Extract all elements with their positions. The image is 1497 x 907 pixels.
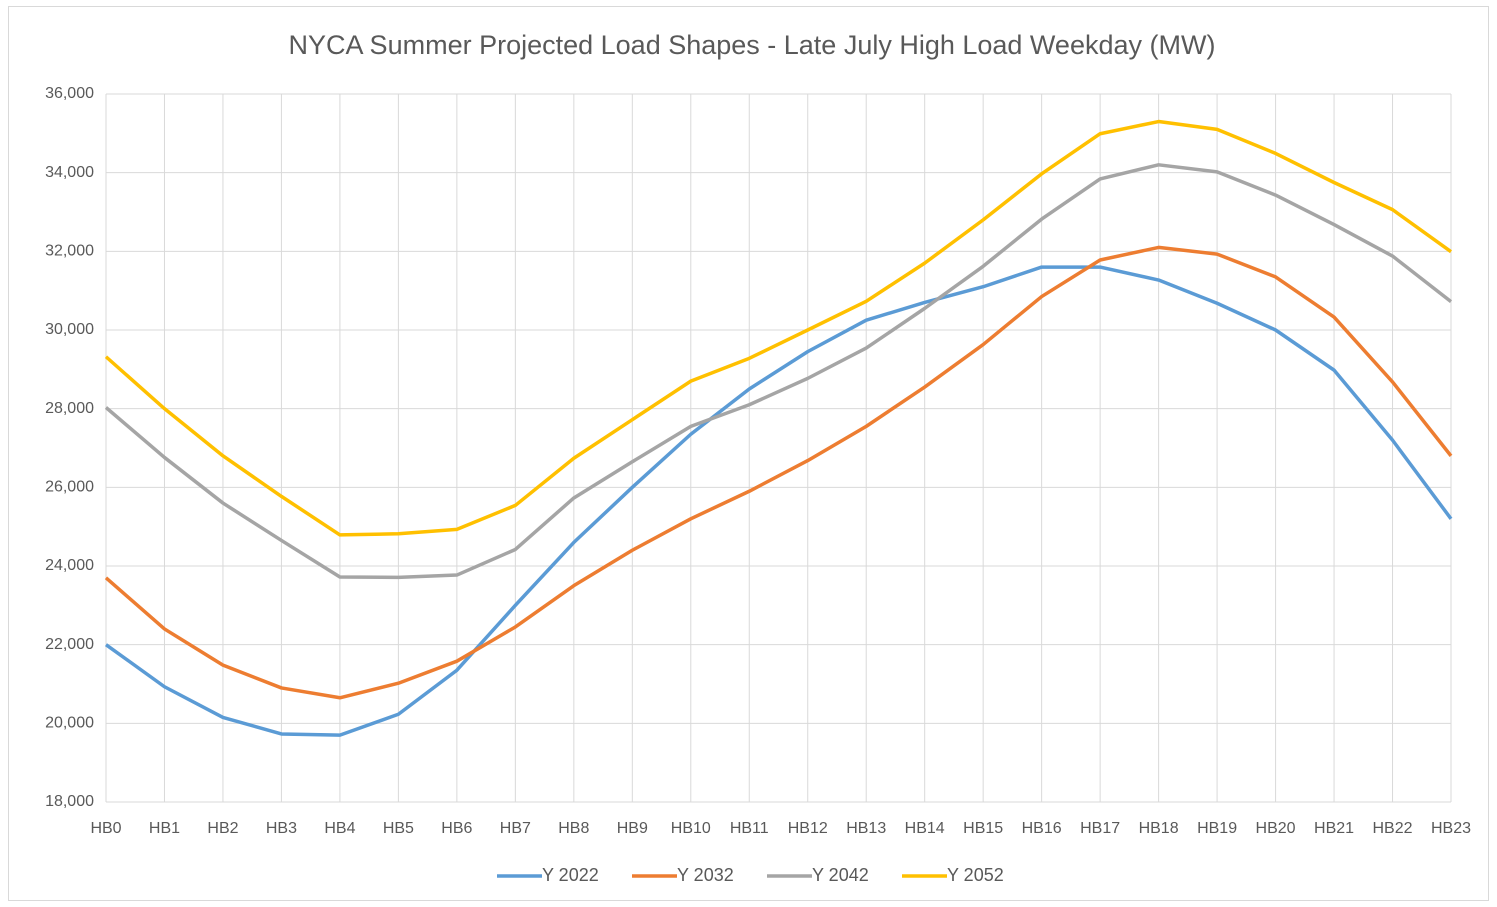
y-tick-label: 20,000 — [45, 715, 94, 732]
legend-label: Y 2032 — [677, 865, 734, 885]
x-tick-label: HB9 — [617, 820, 648, 837]
line-series — [104, 119, 1453, 537]
x-tick-label: HB16 — [1022, 820, 1062, 837]
x-tick-label: HB19 — [1197, 820, 1237, 837]
x-tick-label: HB15 — [963, 820, 1003, 837]
x-tick-label: HB21 — [1314, 820, 1354, 837]
x-tick-label: HB1 — [149, 820, 180, 837]
x-tick-label: HB7 — [500, 820, 531, 837]
x-tick-label: HB11 — [730, 820, 769, 837]
x-tick-label: HB18 — [1139, 820, 1179, 837]
x-tick-label: HB0 — [90, 820, 121, 837]
x-tick-label: HB17 — [1080, 820, 1120, 837]
y-tick-label: 24,000 — [45, 557, 94, 574]
line-series — [104, 265, 1453, 737]
line-series — [104, 163, 1453, 580]
x-tick-label: HB22 — [1373, 820, 1413, 837]
x-tick-label: HB8 — [558, 820, 589, 837]
x-tick-label: HB6 — [441, 820, 472, 837]
x-tick-label: HB12 — [788, 820, 828, 837]
line-series — [104, 245, 1453, 700]
chart-title: NYCA Summer Projected Load Shapes - Late… — [289, 30, 1216, 60]
legend-label: Y 2042 — [812, 865, 869, 885]
legend-label: Y 2022 — [542, 865, 599, 885]
chart-border — [8, 6, 1489, 901]
x-tick-label: HB23 — [1431, 820, 1471, 837]
y-tick-label: 30,000 — [45, 321, 94, 338]
x-tick-label: HB14 — [905, 820, 945, 837]
x-tick-label: HB10 — [671, 820, 711, 837]
y-tick-label: 18,000 — [45, 793, 94, 810]
y-tick-label: 26,000 — [45, 479, 94, 496]
y-tick-label: 32,000 — [45, 243, 94, 260]
x-tick-label: HB20 — [1256, 820, 1296, 837]
y-tick-label: 22,000 — [45, 636, 94, 653]
y-tick-label: 28,000 — [45, 400, 94, 417]
legend-label: Y 2052 — [947, 865, 1004, 885]
x-tick-label: HB5 — [383, 820, 414, 837]
y-tick-label: 36,000 — [45, 85, 94, 102]
x-tick-label: HB13 — [846, 820, 886, 837]
x-tick-label: HB2 — [207, 820, 238, 837]
x-tick-label: HB4 — [324, 820, 355, 837]
y-tick-label: 34,000 — [45, 164, 94, 181]
x-tick-label: HB3 — [266, 820, 297, 837]
